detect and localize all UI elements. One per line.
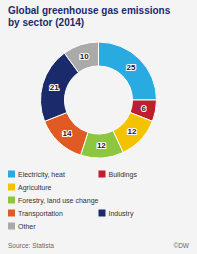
data-label: 14 (63, 129, 72, 138)
legend-swatch (8, 197, 15, 204)
annotation: Source: Statista (8, 242, 54, 249)
data-label: 12 (128, 127, 137, 136)
legend-item: Buildings (99, 171, 138, 179)
legend-label: Forestry, land use change (18, 197, 99, 205)
legend-item: Forestry, land use change (8, 197, 99, 205)
legend-item: Agriculture (8, 184, 52, 192)
data-label: 21 (50, 83, 59, 92)
legend-swatch (99, 171, 106, 178)
legend-swatch (8, 171, 15, 178)
legend-swatch (99, 210, 106, 217)
legend-item: Other (8, 223, 36, 230)
legend-item: Transportation (8, 210, 63, 218)
legend-label: Other (18, 223, 36, 230)
legend-label: Industry (109, 210, 134, 218)
slice (64, 42, 98, 72)
data-label: 12 (97, 141, 106, 150)
legend-label: Electricity, heat (18, 171, 65, 179)
legend-item: Electricity, heat (8, 171, 65, 179)
legend-swatch (8, 210, 15, 217)
legend-swatch (8, 223, 15, 230)
legend-label: Transportation (18, 210, 63, 218)
data-label: 25 (127, 63, 136, 72)
data-label: 6 (141, 104, 146, 113)
background (0, 0, 197, 254)
legend-label: Buildings (109, 171, 138, 179)
chart: Global greenhouse gas emissionsby sector… (0, 0, 197, 254)
legend-label: Agriculture (18, 184, 52, 192)
slices (40, 42, 156, 158)
data-label: 10 (80, 52, 89, 61)
legend-item: Industry (99, 210, 134, 218)
title: Global greenhouse gas emissionsby sector… (8, 5, 171, 28)
data-labels: 25 6 12 12 14 21 10 (50, 52, 147, 151)
slice (99, 42, 157, 100)
legend-swatch (8, 184, 15, 191)
annotation: ©DW (173, 242, 189, 249)
legend: Electricity, heat Buildings Agriculture For… (8, 171, 137, 230)
